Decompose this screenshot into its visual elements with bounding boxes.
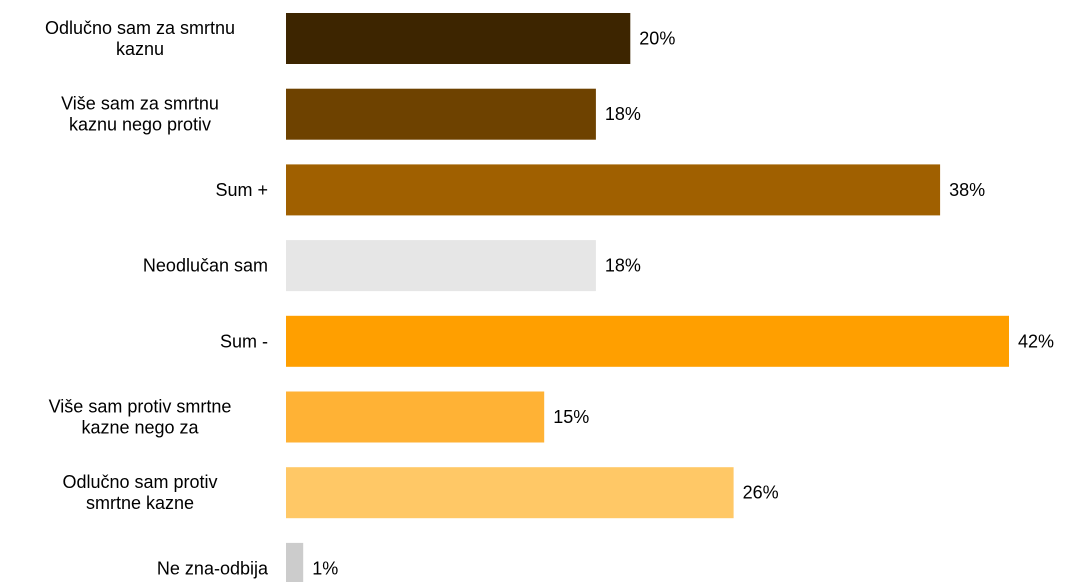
- value-label-4: 42%: [1018, 331, 1054, 351]
- bar-5: [286, 391, 545, 443]
- bar-4: [286, 315, 1009, 367]
- value-label-5: 15%: [553, 407, 589, 427]
- category-label-5-line-0: Više sam protiv smrtne: [49, 397, 232, 417]
- value-label-1: 18%: [605, 104, 641, 124]
- value-label-7: 1%: [312, 558, 338, 578]
- value-label-2: 38%: [949, 180, 985, 200]
- category-label-6-line-0: Odlučno sam protiv: [62, 472, 217, 492]
- bar-1: [286, 88, 596, 140]
- value-label-0: 20%: [639, 29, 675, 49]
- bars-layer: [286, 13, 1009, 582]
- category-label-1-line-0: Više sam za smrtnu: [61, 94, 219, 114]
- bar-2: [286, 164, 941, 216]
- category-label-3-line-0: Neodlučan sam: [143, 256, 268, 276]
- value-label-6: 26%: [743, 483, 779, 503]
- category-label-6-line-1: smrtne kazne: [86, 493, 194, 513]
- bar-3: [286, 240, 596, 292]
- category-label-5-line-1: kazne nego za: [81, 418, 199, 438]
- value-label-3: 18%: [605, 256, 641, 276]
- category-label-0-line-1: kaznu: [116, 39, 164, 59]
- category-label-2-line-0: Sum +: [215, 180, 268, 200]
- bar-0: [286, 13, 631, 64]
- category-label-4-line-0: Sum -: [220, 331, 268, 351]
- category-label-1-line-1: kaznu nego protiv: [69, 115, 211, 135]
- bar-7: [286, 542, 304, 582]
- category-label-7-line-0: Ne zna-odbija: [157, 558, 269, 578]
- category-label-0-line-0: Odlučno sam za smrtnu: [45, 18, 235, 38]
- bar-6: [286, 467, 734, 519]
